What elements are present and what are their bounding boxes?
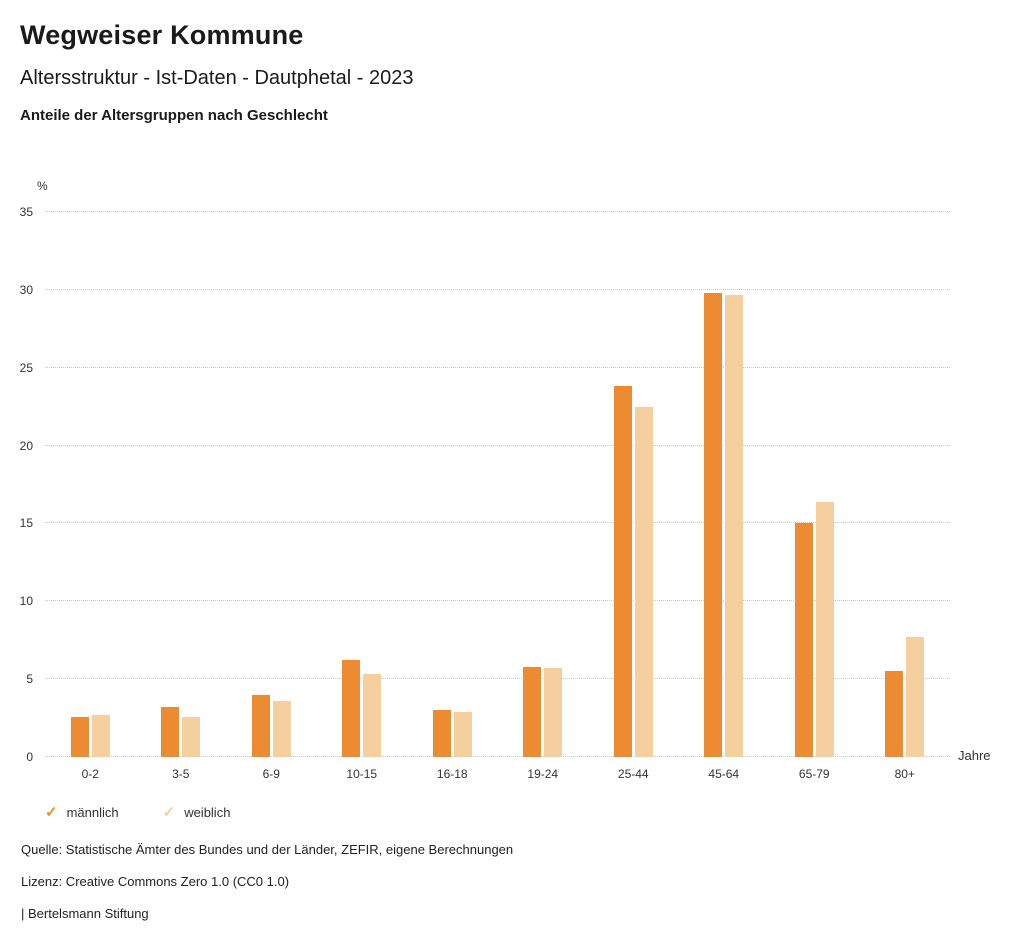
bar-weiblich-80+ bbox=[906, 637, 925, 757]
bar-männlich-3-5 bbox=[161, 707, 180, 757]
bar-group-0-2: 0-2 bbox=[45, 212, 136, 781]
bar-männlich-16-18 bbox=[432, 710, 451, 757]
license-text: Lizenz: Creative Commons Zero 1.0 (CC0 1… bbox=[21, 874, 290, 889]
footer: Quelle: Statistische Ämter des Bundes un… bbox=[21, 842, 1024, 921]
legend-item-weiblich: ✓ weiblich bbox=[163, 805, 231, 820]
attribution-text: | Bertelsmann Stiftung bbox=[21, 906, 149, 921]
bar-group-80+: 80+ bbox=[860, 212, 951, 781]
gridline-35: 35 bbox=[20, 205, 950, 219]
bar-pair bbox=[161, 212, 201, 757]
bar-pair bbox=[70, 212, 110, 757]
bar-group-65-79: 65-79 bbox=[769, 212, 860, 781]
gridline-20: 20 bbox=[20, 439, 950, 453]
x-tick-label-16-18: 16-18 bbox=[436, 767, 468, 781]
x-tick-label-0-2: 0-2 bbox=[81, 767, 99, 781]
bar-group-19-24: 19-24 bbox=[498, 212, 589, 781]
y-tick-label-0: 0 bbox=[26, 750, 33, 764]
bar-chart: % 0 5 10 15 20 25 30 35 0-2 3-5 6-9 10-15 16-18 19-2… bbox=[20, 179, 991, 781]
y-axis-unit-label: % bbox=[37, 179, 48, 193]
bar-group-10-15: 10-15 bbox=[317, 212, 408, 781]
bar-männlich-10-15 bbox=[342, 660, 361, 757]
bar-pair bbox=[251, 212, 291, 757]
y-tick-label-25: 25 bbox=[19, 360, 33, 375]
x-tick-label-6-9: 6-9 bbox=[262, 767, 280, 781]
y-tick-label-30: 30 bbox=[19, 282, 33, 297]
legend-label-männlich: männlich bbox=[66, 805, 119, 820]
bar-weiblich-3-5 bbox=[182, 716, 201, 757]
bar-männlich-25-44 bbox=[613, 386, 632, 757]
bar-männlich-19-24 bbox=[523, 666, 542, 757]
bar-group-3-5: 3-5 bbox=[136, 212, 227, 781]
bar-weiblich-25-44 bbox=[634, 406, 653, 757]
bar-weiblich-6-9 bbox=[272, 700, 291, 757]
bar-pair bbox=[704, 212, 744, 757]
bar-männlich-45-64 bbox=[704, 292, 723, 757]
x-tick-label-10-15: 10-15 bbox=[346, 767, 378, 781]
y-tick-label-20: 20 bbox=[19, 438, 33, 453]
y-tick-label-5: 5 bbox=[26, 672, 33, 687]
x-tick-label-80+: 80+ bbox=[894, 767, 915, 781]
bars: 0-2 3-5 6-9 10-15 16-18 19-24 25-44 45-64 65-79 8… bbox=[45, 212, 951, 781]
bar-pair bbox=[885, 212, 925, 757]
y-tick-label-10: 10 bbox=[19, 594, 33, 609]
bar-pair bbox=[613, 212, 653, 757]
gridline-0: 0 bbox=[26, 750, 950, 764]
y-tick-label-15: 15 bbox=[19, 516, 33, 531]
y-tick-label-35: 35 bbox=[19, 205, 33, 219]
gridline-25: 25 bbox=[20, 361, 950, 375]
x-tick-label-25-44: 25-44 bbox=[617, 767, 649, 781]
bar-pair bbox=[432, 212, 472, 757]
page-title: Wegweiser Kommune bbox=[20, 20, 304, 50]
x-tick-label-65-79: 65-79 bbox=[798, 767, 830, 781]
bar-group-6-9: 6-9 bbox=[226, 212, 317, 781]
chart-heading: Anteile der Altersgruppen nach Geschlech… bbox=[20, 107, 328, 124]
bar-weiblich-0-2 bbox=[91, 714, 110, 757]
x-axis-unit-label: Jahre bbox=[958, 748, 991, 763]
check-icon: ✓ bbox=[162, 804, 176, 821]
check-icon: ✓ bbox=[45, 804, 58, 821]
bar-weiblich-19-24 bbox=[544, 668, 563, 757]
x-tick-label-3-5: 3-5 bbox=[172, 767, 190, 781]
bar-weiblich-16-18 bbox=[453, 711, 472, 757]
bar-männlich-6-9 bbox=[251, 694, 270, 757]
bar-männlich-0-2 bbox=[70, 716, 89, 757]
bar-pair bbox=[342, 212, 382, 757]
bar-weiblich-10-15 bbox=[363, 674, 382, 757]
gridline-30: 30 bbox=[20, 283, 950, 297]
bar-group-25-44: 25-44 bbox=[588, 212, 679, 781]
legend: ✓ männlich ✓ weiblich bbox=[45, 805, 1024, 820]
bar-pair bbox=[523, 212, 563, 757]
bar-pair bbox=[794, 212, 834, 757]
source-text: Quelle: Statistische Ämter des Bundes un… bbox=[21, 842, 514, 857]
legend-item-männlich: ✓ männlich bbox=[45, 805, 119, 820]
bar-weiblich-65-79 bbox=[815, 501, 834, 757]
legend-label-weiblich: weiblich bbox=[184, 805, 231, 820]
bar-weiblich-45-64 bbox=[725, 294, 744, 757]
page-subtitle: Altersstruktur - Ist-Daten - Dautphetal … bbox=[20, 67, 414, 89]
gridline-10: 10 bbox=[20, 594, 950, 608]
gridline-15: 15 bbox=[20, 516, 950, 530]
bar-group-45-64: 45-64 bbox=[679, 212, 770, 781]
gridline-5: 5 bbox=[26, 672, 950, 686]
bar-männlich-65-79 bbox=[794, 523, 813, 757]
bar-männlich-80+ bbox=[885, 671, 904, 757]
x-tick-label-45-64: 45-64 bbox=[708, 767, 740, 781]
bar-group-16-18: 16-18 bbox=[407, 212, 498, 781]
x-tick-label-19-24: 19-24 bbox=[527, 767, 559, 781]
